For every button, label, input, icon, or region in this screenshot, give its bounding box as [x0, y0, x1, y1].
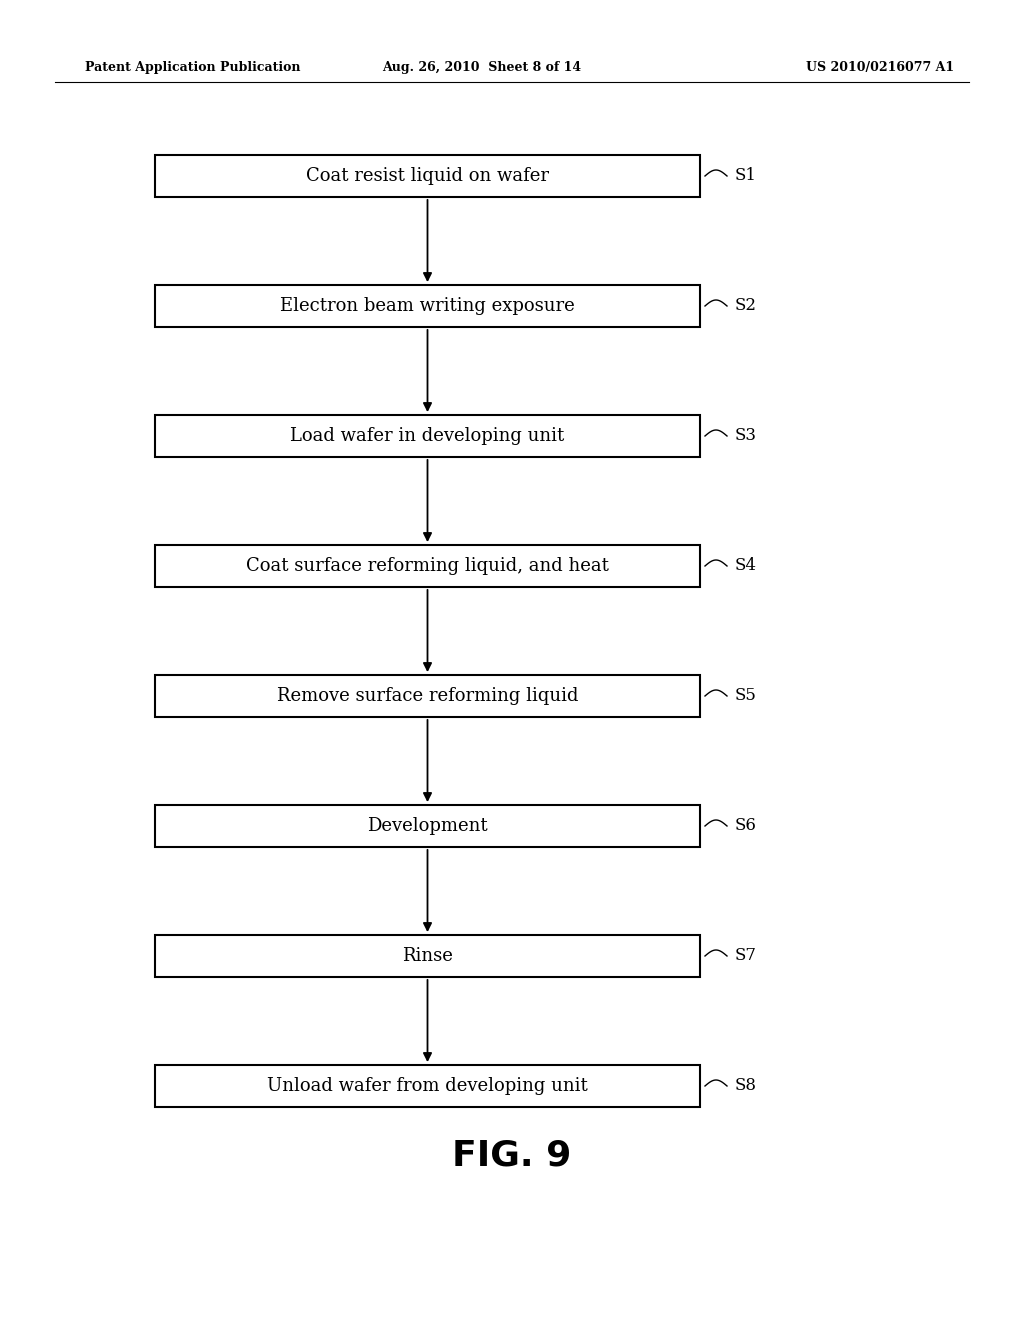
Text: US 2010/0216077 A1: US 2010/0216077 A1 [806, 62, 954, 74]
Text: Development: Development [368, 817, 487, 836]
Text: S7: S7 [735, 948, 757, 965]
Text: FIG. 9: FIG. 9 [453, 1138, 571, 1172]
Text: Remove surface reforming liquid: Remove surface reforming liquid [276, 686, 579, 705]
Text: Unload wafer from developing unit: Unload wafer from developing unit [267, 1077, 588, 1096]
Text: S2: S2 [735, 297, 757, 314]
Bar [155, 675, 700, 717]
Bar [155, 805, 700, 847]
Bar [155, 154, 700, 197]
Text: S1: S1 [735, 168, 757, 185]
Text: S3: S3 [735, 428, 757, 445]
Bar [155, 1065, 700, 1107]
Bar [155, 414, 700, 457]
Text: Patent Application Publication: Patent Application Publication [85, 62, 300, 74]
Bar [155, 545, 700, 587]
Bar [155, 935, 700, 977]
Text: S8: S8 [735, 1077, 757, 1094]
Text: Load wafer in developing unit: Load wafer in developing unit [291, 426, 564, 445]
Text: Coat surface reforming liquid, and heat: Coat surface reforming liquid, and heat [246, 557, 609, 576]
Text: Aug. 26, 2010  Sheet 8 of 14: Aug. 26, 2010 Sheet 8 of 14 [382, 62, 582, 74]
Text: Electron beam writing exposure: Electron beam writing exposure [281, 297, 574, 315]
Text: S6: S6 [735, 817, 757, 834]
Text: S4: S4 [735, 557, 757, 574]
Text: Rinse: Rinse [402, 946, 453, 965]
Text: Coat resist liquid on wafer: Coat resist liquid on wafer [306, 168, 549, 185]
Text: S5: S5 [735, 688, 757, 705]
Bar [155, 285, 700, 327]
